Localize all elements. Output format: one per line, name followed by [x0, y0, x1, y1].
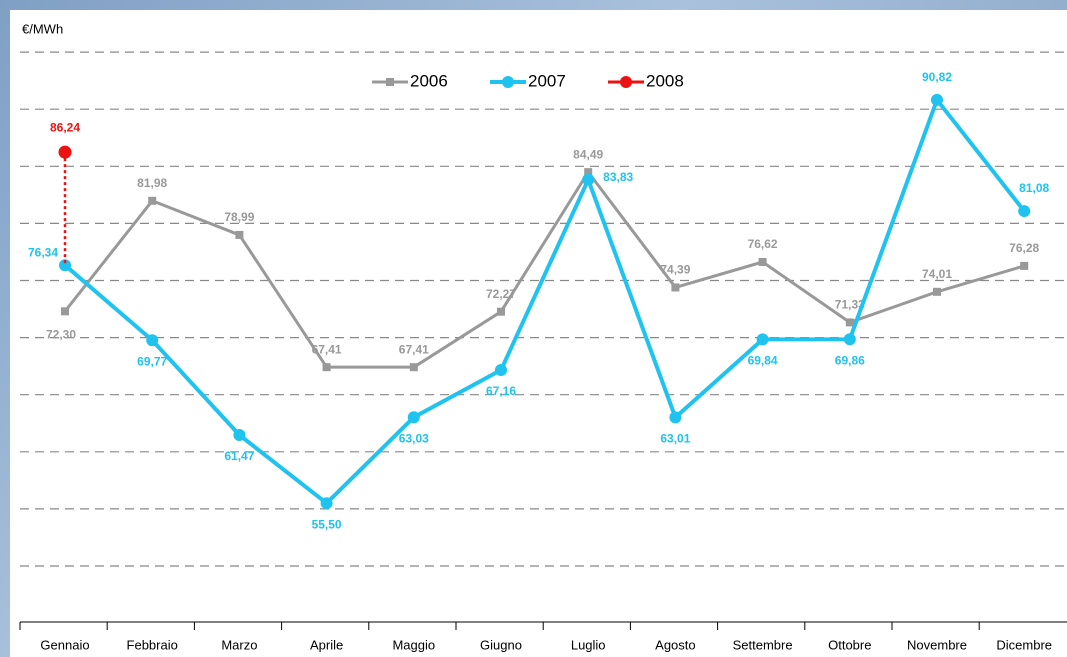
data-label: 71,33	[835, 298, 865, 312]
series-line	[63, 170, 1025, 369]
x-tick-label: Novembre	[907, 637, 967, 652]
data-label: 83,83	[603, 170, 633, 184]
point	[671, 283, 680, 292]
point	[758, 257, 767, 266]
x-tick-label: Marzo	[221, 637, 257, 652]
point	[497, 307, 505, 316]
data-label: 78,99	[224, 210, 254, 224]
data-label: 76,28	[1009, 241, 1039, 255]
data-label: 72,27	[486, 287, 516, 301]
legend-marker	[502, 76, 514, 88]
data-label: 63,03	[399, 431, 429, 445]
point	[933, 287, 941, 296]
data-label: 81,98	[137, 176, 167, 190]
x-tick-label: Dicembre	[996, 637, 1052, 652]
legend-label: 2006	[410, 71, 448, 90]
data-label: 76,62	[748, 237, 778, 251]
data-label: 67,41	[399, 342, 429, 356]
point	[320, 497, 333, 510]
x-tick-label: Maggio	[392, 637, 435, 652]
point	[495, 364, 507, 377]
point	[233, 429, 246, 442]
data-label: 69,84	[748, 354, 778, 368]
point	[409, 363, 418, 372]
point	[931, 93, 943, 106]
point	[59, 259, 71, 272]
legend-marker	[386, 78, 394, 86]
data-label: 74,01	[922, 267, 952, 281]
y-axis-label: €/MWh	[22, 21, 63, 36]
point	[322, 363, 331, 372]
x-tick-label: Ottobre	[828, 637, 871, 652]
legend-label: 2008	[646, 71, 684, 90]
plot-panel	[10, 10, 1067, 657]
point	[1018, 205, 1031, 218]
series-line	[63, 97, 1026, 506]
point	[146, 334, 159, 347]
x-tick-label: Giugno	[480, 637, 522, 652]
point	[407, 411, 420, 424]
point	[582, 173, 595, 186]
legend-label: 2007	[528, 71, 566, 90]
data-label: 84,49	[573, 147, 603, 161]
data-label: 86,24	[50, 120, 80, 134]
data-label: 67,41	[312, 342, 342, 356]
x-tick-label: Settembre	[733, 637, 793, 652]
x-tick-label: Agosto	[655, 637, 695, 652]
point	[61, 307, 69, 316]
point	[756, 333, 769, 346]
data-label: 61,47	[224, 449, 254, 463]
legend-marker	[620, 76, 632, 88]
data-label: 55,50	[312, 517, 342, 531]
data-label: 90,82	[922, 70, 952, 84]
point	[148, 196, 157, 205]
x-tick-label: Febbraio	[127, 637, 178, 652]
data-label: 63,01	[660, 432, 690, 446]
point	[584, 168, 593, 177]
point	[669, 411, 682, 424]
point	[235, 230, 244, 239]
data-label: 69,77	[137, 354, 167, 368]
x-tick-label: Aprile	[310, 637, 343, 652]
x-tick-label: Luglio	[571, 637, 606, 652]
data-label: 74,39	[660, 263, 690, 277]
data-label: 69,86	[835, 353, 865, 367]
point	[58, 145, 72, 159]
point	[845, 318, 854, 327]
x-tick-label: Gennaio	[40, 637, 89, 652]
data-label: 76,34	[28, 245, 58, 259]
point	[1020, 261, 1029, 270]
point	[843, 333, 856, 346]
data-label: 67,16	[486, 384, 516, 398]
data-label: 81,08	[1019, 181, 1049, 195]
data-label: 72,30	[46, 328, 76, 342]
